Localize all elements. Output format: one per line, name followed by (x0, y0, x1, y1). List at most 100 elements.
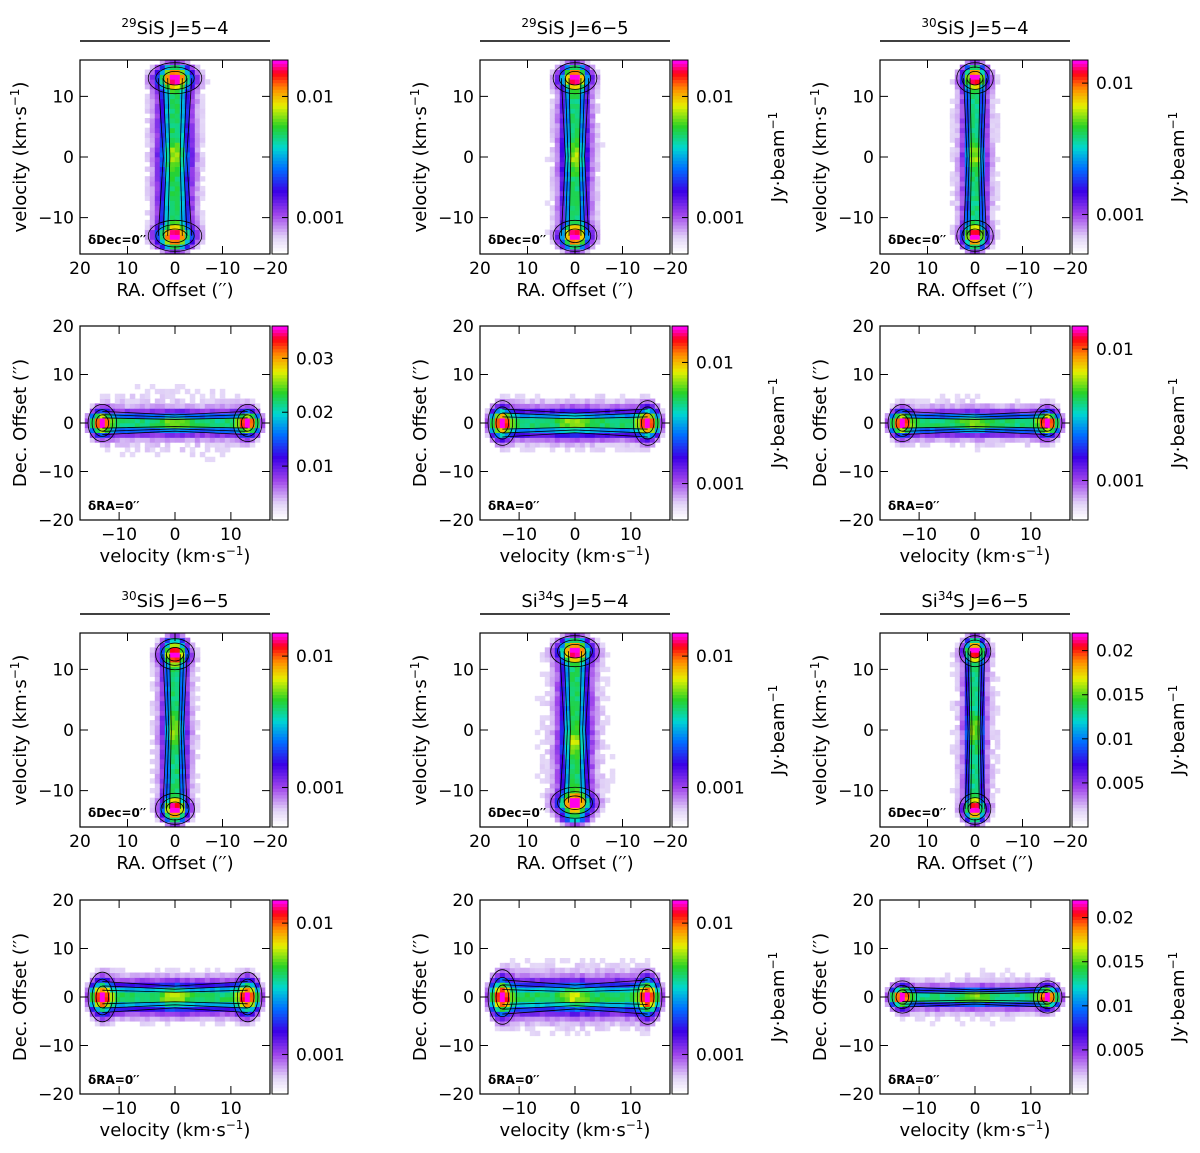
heatmap-cells (884, 393, 1066, 453)
heatmap-cell (239, 982, 246, 988)
contour-line (162, 228, 188, 244)
heatmap-cell (219, 432, 226, 438)
heatmap-cell (959, 234, 966, 240)
colorbar-segment (272, 494, 288, 498)
heatmap-cell (624, 408, 631, 414)
heatmap-cell (239, 442, 246, 448)
heatmap-cell (959, 802, 966, 808)
heatmap-cell (534, 403, 541, 409)
heatmap-cell (134, 991, 141, 998)
heatmap-cell (544, 413, 551, 419)
colorbar-segment (1072, 345, 1088, 350)
heatmap-cell (179, 108, 186, 114)
heatmap-cell (979, 758, 986, 765)
heatmap-cell (564, 151, 571, 158)
heatmap-cell (979, 127, 986, 134)
heatmap-cell (559, 437, 566, 443)
heatmap-cell (184, 132, 191, 138)
heatmap-cell (989, 215, 996, 221)
heatmap-cell (624, 398, 631, 404)
heatmap-cell (189, 671, 196, 677)
heatmap-cell (529, 403, 536, 409)
heatmap-cell (209, 996, 216, 1003)
heatmap-cell (164, 210, 171, 216)
colorbar-tick-label: 0.001 (696, 778, 745, 798)
colorbar-segment (272, 642, 288, 647)
heatmap-cell (599, 705, 606, 711)
heatmap-cell (174, 754, 181, 760)
heatmap-cell (189, 700, 196, 707)
heatmap-cell (899, 403, 906, 409)
heatmap-cell (149, 686, 156, 692)
heatmap-cell (169, 1006, 176, 1012)
panel-title: 29SiS J=5−4 (121, 16, 228, 39)
heatmap-cell (989, 132, 996, 138)
heatmap-cell (909, 427, 916, 433)
heatmap-cell (589, 710, 596, 716)
heatmap-cell (959, 768, 966, 774)
colorbar-segment (672, 435, 688, 440)
heatmap-cell (514, 408, 521, 414)
heatmap-cell (624, 417, 631, 424)
heatmap-cell (169, 734, 176, 740)
colorbar-segment (272, 397, 288, 401)
contour-line (162, 78, 188, 236)
heatmap-cell (589, 74, 596, 80)
heatmap-cell (174, 647, 181, 653)
heatmap-cell (159, 132, 166, 138)
contour-line (966, 228, 984, 244)
heatmap-cell (564, 642, 571, 648)
heatmap-cell (589, 137, 596, 143)
heatmap-cell (954, 812, 961, 818)
heatmap-cell (229, 982, 236, 988)
heatmap-cell (159, 388, 166, 395)
heatmap-cell (539, 715, 546, 721)
heatmap-cell (149, 437, 156, 443)
heatmap-cell (539, 442, 546, 448)
heatmap-cell (979, 185, 986, 192)
heatmap-cell (154, 422, 161, 429)
heatmap-cell (189, 413, 196, 419)
heatmap-cell (109, 967, 116, 974)
heatmap-cell (974, 734, 981, 740)
heatmap-cell (544, 802, 551, 808)
colorbar-segment (272, 410, 288, 414)
heatmap-cell (154, 398, 161, 404)
heatmap-cell (179, 413, 186, 419)
heatmap-cell (959, 413, 966, 419)
heatmap-cell (159, 447, 166, 453)
heatmap-cell (574, 729, 581, 736)
heatmap-cell (224, 1016, 231, 1022)
heatmap-cell (959, 432, 966, 438)
heatmap-cell (554, 98, 561, 104)
heatmap-cell (584, 403, 591, 409)
heatmap-cell (574, 210, 581, 216)
colorbar-segment (672, 429, 688, 434)
colorbar-segment (272, 675, 288, 679)
heatmap-cell (954, 210, 961, 216)
heatmap-cell (104, 427, 111, 433)
heatmap-cell (199, 427, 206, 433)
heatmap-cell (954, 127, 961, 134)
heatmap-cell (124, 1011, 131, 1017)
heatmap-cell (979, 812, 986, 818)
heatmap-cell (149, 215, 156, 221)
heatmap-cell (954, 783, 961, 789)
heatmap-cell (989, 763, 996, 770)
y-tick-label: 0 (463, 148, 474, 168)
heatmap-cell (169, 700, 176, 707)
heatmap-cell (114, 393, 121, 400)
heatmap-cell (584, 142, 591, 148)
heatmap-cell (629, 413, 636, 419)
heatmap-cell (544, 671, 551, 677)
heatmap-cell (194, 427, 201, 433)
heatmap-cell (549, 166, 556, 172)
heatmap-cell (984, 749, 991, 755)
heatmap-cell (174, 652, 181, 658)
heatmap-cell (989, 74, 996, 80)
heatmap-cell (219, 991, 226, 998)
heatmap-cell (119, 417, 126, 424)
colorbar-segment (672, 221, 688, 226)
heatmap-cell (594, 142, 601, 148)
colorbar-segment (1072, 380, 1088, 385)
